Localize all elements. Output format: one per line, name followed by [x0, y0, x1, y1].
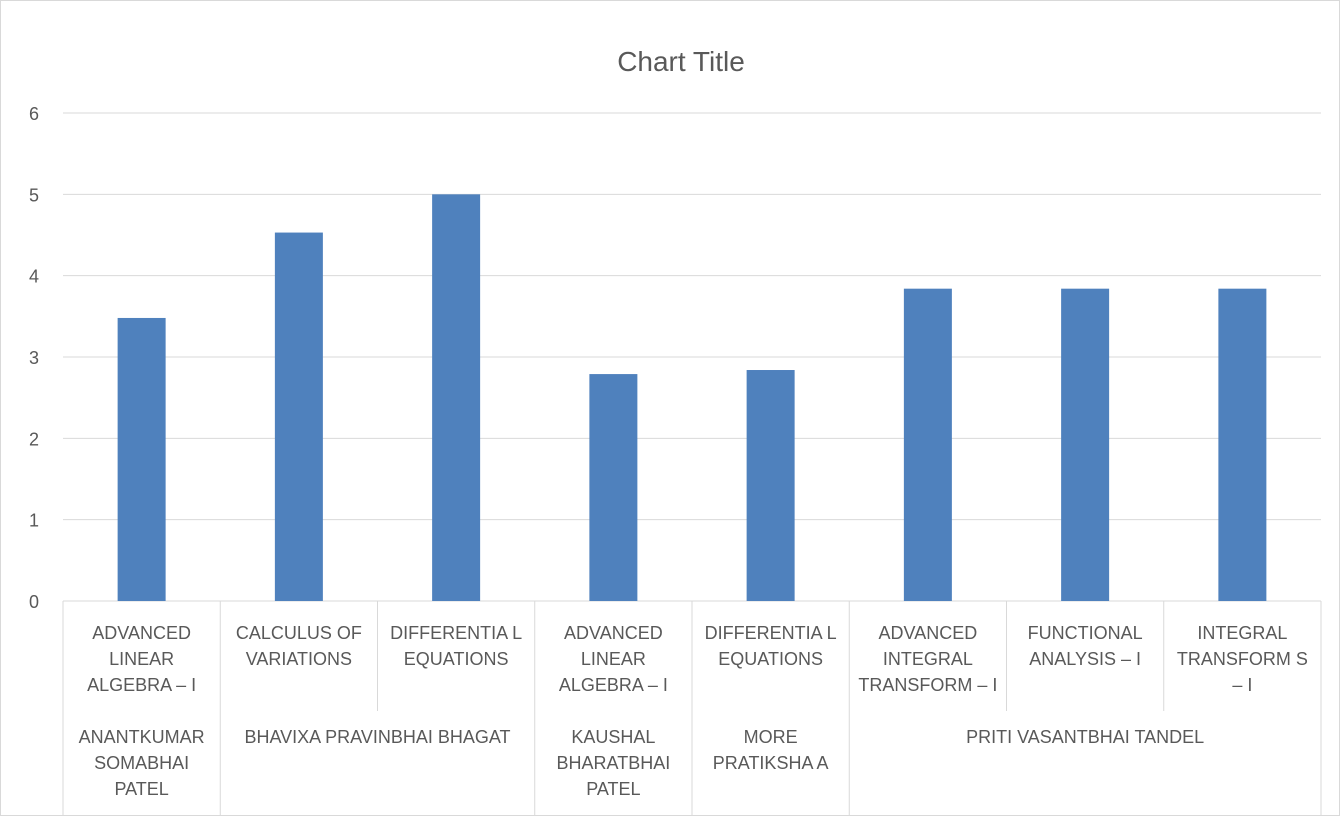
bar	[746, 370, 795, 601]
x-group-label: ANANTKUMAR SOMABHAI PATEL	[79, 727, 205, 799]
x-category-label: INTEGRAL TRANSFORM S – I	[1177, 623, 1308, 695]
bar	[274, 232, 323, 601]
x-category-label: ADVANCED INTEGRAL TRANSFORM – I	[858, 623, 997, 695]
bar	[589, 374, 638, 601]
x-group-label: BHAVIXA PRAVINBHAI BHAGAT	[244, 727, 510, 747]
y-tick-label: 2	[29, 429, 39, 449]
x-category-label: FUNCTIONAL ANALYSIS – I	[1028, 623, 1143, 669]
x-category-label: CALCULUS OF VARIATIONS	[236, 623, 362, 669]
y-tick-label: 3	[29, 348, 39, 368]
chart-title: Chart Title	[617, 46, 745, 77]
y-tick-label: 0	[29, 592, 39, 612]
x-group-label: KAUSHAL BHARATBHAI PATEL	[557, 727, 671, 799]
bar	[1218, 288, 1267, 601]
bar	[117, 317, 166, 601]
x-category-label: DIFFERENTIA L EQUATIONS	[390, 623, 522, 669]
bar	[432, 194, 481, 602]
bar	[903, 288, 952, 601]
x-category-label: ADVANCED LINEAR ALGEBRA – I	[87, 623, 196, 695]
y-axis-ticks: 0 1 2 3 4 5 6	[29, 104, 39, 612]
x-group-label: MORE PRATIKSHA A	[713, 727, 829, 773]
x-group-label: PRITI VASANTBHAI TANDEL	[966, 727, 1204, 747]
y-tick-label: 4	[29, 267, 39, 287]
bars	[117, 194, 1267, 602]
x-axis: ADVANCED LINEAR ALGEBRA – I CALCULUS OF VARI…	[62, 601, 1322, 815]
gridlines	[63, 112, 1321, 602]
y-tick-label: 6	[29, 104, 39, 124]
x-category-label: DIFFERENTIA L EQUATIONS	[705, 623, 837, 669]
bar	[1061, 288, 1110, 601]
y-tick-label: 5	[29, 185, 39, 205]
x-category-label: ADVANCED LINEAR ALGEBRA – I	[559, 623, 668, 695]
y-tick-label: 1	[29, 511, 39, 531]
